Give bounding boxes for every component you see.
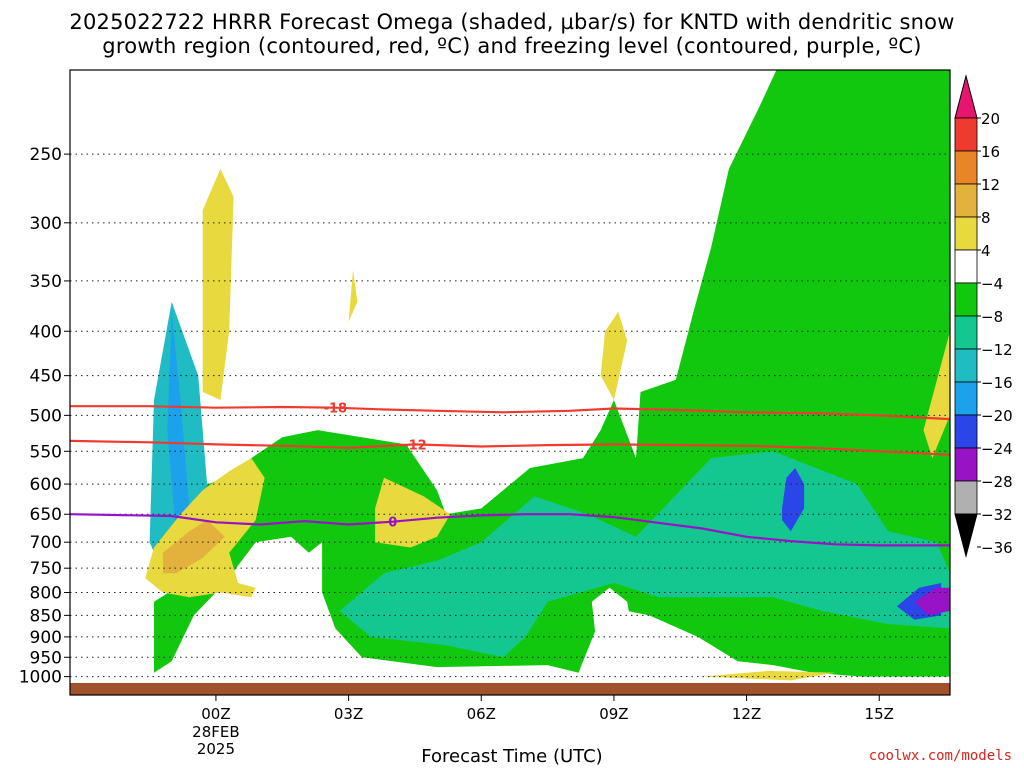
shade-omega_8_to_12 xyxy=(162,520,225,574)
contour-label--12: -12 xyxy=(403,438,427,453)
shade-omega_-16_to_-20 xyxy=(167,311,190,537)
shade-omega_4_to_8_b xyxy=(202,168,234,400)
x-tick-sublabel: 28FEB xyxy=(192,723,239,741)
colorbar-segment xyxy=(954,480,978,515)
colorbar-segment xyxy=(954,315,978,350)
x-tick-label-09Z: 09Z xyxy=(599,705,628,723)
chart-title-line-2: growth region (contoured, red, ºC) and f… xyxy=(102,34,922,58)
colorbar-cap-top xyxy=(954,74,978,119)
x-tick-label-12Z: 12Z xyxy=(732,705,761,723)
y-tick-label-500: 500 xyxy=(30,406,62,426)
shade-omega_-28_to_-32 xyxy=(914,587,950,616)
colorbar-label: 8 xyxy=(981,209,991,227)
contour-line--18 xyxy=(70,405,950,421)
colorbar-cap-bottom xyxy=(954,513,978,558)
x-tick-label-15Z: 15Z xyxy=(865,705,894,723)
ground-fill xyxy=(70,682,950,695)
y-tick-label-600: 600 xyxy=(30,475,62,495)
colorbar-segment xyxy=(954,216,978,251)
y-tick-label-850: 850 xyxy=(30,606,62,626)
plot-frame xyxy=(69,69,951,696)
y-tick-label-900: 900 xyxy=(30,628,62,648)
x-axis-label: Forecast Time (UTC) xyxy=(421,746,603,767)
y-tick-label-1000: 1000 xyxy=(19,668,62,688)
colorbar-segment xyxy=(954,282,978,317)
omega-colorbar: 20 16 12 8 4 −4 −8 −12 −16 −20 −24 −28 −32 −36 xyxy=(954,74,1013,558)
colorbar-segment xyxy=(954,150,978,185)
source-credit: coolwx.com/models xyxy=(868,748,1012,764)
temperature-contours: -18 -12 0 xyxy=(70,402,950,547)
colorbar-label: 20 xyxy=(981,110,1000,128)
colorbar-label: −20 xyxy=(981,407,1013,425)
colorbar-label: −36 xyxy=(981,539,1013,557)
colorbar-label: −28 xyxy=(981,473,1013,491)
y-tick-label-750: 750 xyxy=(30,559,62,579)
contour-label--18: -18 xyxy=(324,402,348,417)
colorbar-label: −8 xyxy=(981,308,1003,326)
y-tick-label-400: 400 xyxy=(30,322,62,342)
y-tick-label-700: 700 xyxy=(30,533,62,553)
y-tick-label-800: 800 xyxy=(30,584,62,604)
shade-omega_4_to_8_c xyxy=(375,477,451,548)
y-tick-label-250: 250 xyxy=(30,145,62,165)
colorbar-segment xyxy=(954,414,978,449)
colorbar-label: −16 xyxy=(981,374,1013,392)
colorbar-label: 12 xyxy=(981,176,1000,194)
colorbar-label: 4 xyxy=(981,242,991,260)
y-tick-label-450: 450 xyxy=(30,367,62,387)
colorbar-segment xyxy=(954,348,978,383)
shade-omega_4_to_8_g xyxy=(348,270,358,322)
colorbar-segment xyxy=(954,183,978,218)
contour-label-0: 0 xyxy=(388,516,397,531)
colorbar-label: 16 xyxy=(981,143,1000,161)
shade-omega_-20_to_-24 xyxy=(782,468,805,532)
shade-omega_4_to_8_f xyxy=(702,670,835,681)
shade-omega_4_to_8_d xyxy=(600,311,628,400)
chart-title-line-1: 2025022722 HRRR Forecast Omega (shaded, … xyxy=(69,10,955,34)
pressure-axis: 2503003504004505005506006507007508008509… xyxy=(19,145,70,688)
colorbar-segment xyxy=(954,381,978,416)
colorbar-label: −24 xyxy=(981,440,1013,458)
shade-omega_4_to_8_e xyxy=(923,331,950,459)
shaded-omega-layer xyxy=(70,70,950,695)
colorbar-label: −4 xyxy=(981,275,1003,293)
y-tick-label-650: 650 xyxy=(30,505,62,525)
colorbar-segment xyxy=(954,117,978,152)
x-tick-label-00Z: 00Z xyxy=(201,705,230,723)
colorbar-label: −32 xyxy=(981,506,1013,524)
x-tick-label-03Z: 03Z xyxy=(334,705,363,723)
y-tick-label-550: 550 xyxy=(30,442,62,462)
colorbar-segment xyxy=(954,447,978,482)
x-tick-label-06Z: 06Z xyxy=(467,705,496,723)
contour-line-0 xyxy=(70,513,950,547)
y-tick-label-950: 950 xyxy=(30,648,62,668)
ground-band xyxy=(70,682,950,695)
y-tick-label-300: 300 xyxy=(30,214,62,234)
shade-omega_white_hole xyxy=(591,587,632,654)
colorbar-segment xyxy=(954,249,978,284)
colorbar-label: −12 xyxy=(981,341,1013,359)
y-tick-label-350: 350 xyxy=(30,272,62,292)
contour-line--12 xyxy=(70,439,950,456)
x-tick-sublabel: 2025 xyxy=(197,740,235,758)
